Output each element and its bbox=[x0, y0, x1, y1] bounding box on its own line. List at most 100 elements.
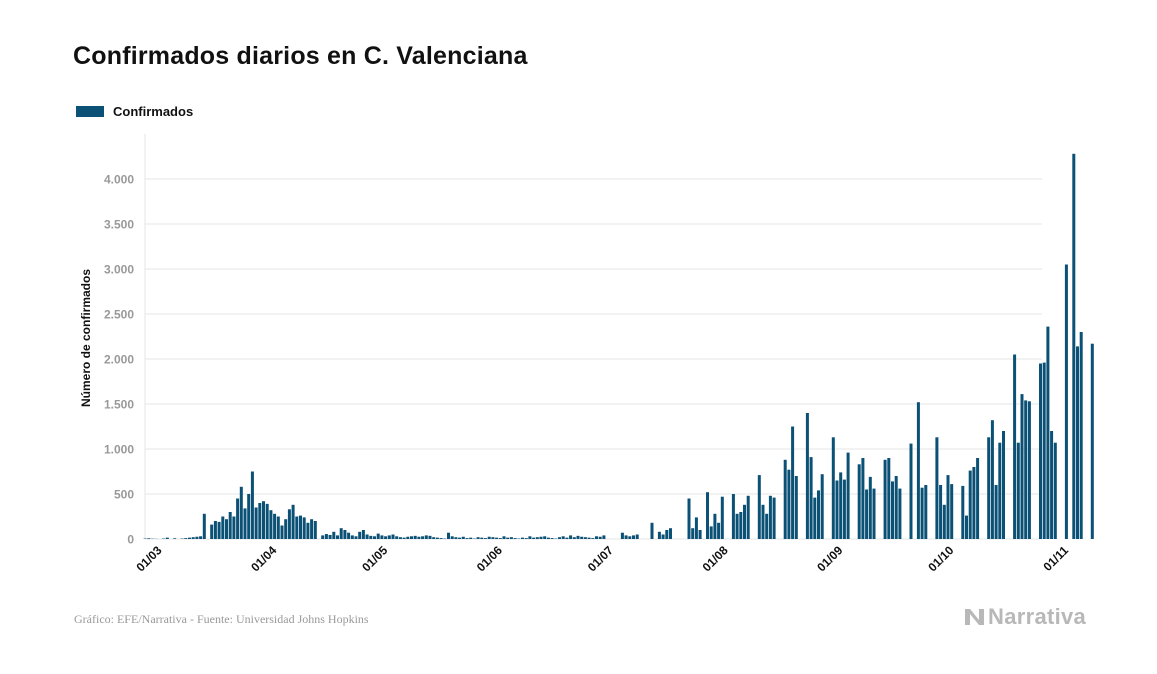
bar bbox=[232, 516, 236, 539]
bar bbox=[891, 481, 894, 539]
bar bbox=[865, 489, 869, 539]
bar bbox=[302, 517, 306, 539]
bar bbox=[987, 437, 991, 539]
bar bbox=[236, 498, 240, 539]
bar bbox=[572, 537, 576, 539]
bar bbox=[1064, 264, 1068, 539]
brand-name: Narrativa bbox=[988, 604, 1087, 629]
bar bbox=[924, 485, 928, 539]
bar bbox=[1039, 363, 1042, 539]
bar bbox=[1024, 400, 1028, 539]
bar bbox=[976, 458, 980, 539]
bar bbox=[528, 536, 532, 539]
bar bbox=[410, 536, 413, 539]
chart-title: Confirmados diarios en C. Valenciana bbox=[73, 42, 528, 70]
bar bbox=[735, 513, 739, 539]
bar bbox=[324, 534, 328, 539]
bar bbox=[487, 536, 491, 539]
source-note: Gráfico: EFE/Narrativa - Fuente: Univers… bbox=[74, 612, 369, 626]
bar bbox=[269, 510, 273, 539]
bar bbox=[295, 516, 299, 539]
bar bbox=[632, 535, 635, 539]
bar bbox=[532, 537, 536, 539]
y-tick-label: 4.000 bbox=[104, 173, 134, 187]
y-tick-label: 2.500 bbox=[104, 308, 134, 322]
bar bbox=[221, 516, 225, 539]
bar bbox=[709, 526, 713, 539]
bar bbox=[820, 474, 824, 539]
x-tick-label: 01/06 bbox=[474, 543, 505, 574]
bar bbox=[476, 537, 480, 539]
bar bbox=[243, 508, 247, 539]
bar bbox=[539, 536, 543, 539]
bar bbox=[273, 513, 277, 539]
bar bbox=[402, 537, 406, 539]
bar bbox=[772, 497, 776, 539]
bar bbox=[365, 534, 369, 539]
bar bbox=[761, 504, 765, 539]
bar bbox=[428, 535, 432, 539]
bar bbox=[768, 495, 772, 539]
bar bbox=[946, 475, 950, 539]
x-tick-labels: 01/03 01/04 01/05 01/06 01/07 01/08 01/09 01/10… bbox=[133, 543, 1071, 574]
bar bbox=[661, 534, 665, 539]
bar bbox=[339, 528, 343, 539]
x-tick-label: 01/11 bbox=[1040, 543, 1071, 574]
bar bbox=[391, 534, 395, 539]
bar bbox=[276, 516, 280, 539]
bar bbox=[398, 537, 402, 539]
bar bbox=[691, 528, 695, 539]
bar bbox=[369, 535, 373, 539]
bar bbox=[569, 535, 573, 539]
bar bbox=[332, 531, 336, 539]
bar bbox=[387, 535, 391, 539]
bar bbox=[321, 535, 325, 539]
bar bbox=[561, 536, 565, 539]
bar bbox=[550, 538, 554, 539]
bar bbox=[998, 442, 1002, 539]
bar bbox=[950, 484, 954, 539]
bar bbox=[239, 486, 243, 539]
y-tick-label: 3.000 bbox=[104, 263, 134, 277]
bar bbox=[576, 535, 580, 539]
bar bbox=[250, 471, 254, 539]
bar bbox=[942, 504, 946, 539]
bar bbox=[354, 536, 358, 539]
legend-label: Confirmados bbox=[113, 104, 194, 119]
bar bbox=[657, 531, 661, 539]
bar bbox=[602, 535, 606, 539]
x-tick-label: 01/03 bbox=[133, 543, 164, 574]
bar bbox=[813, 497, 817, 539]
bar bbox=[262, 501, 265, 539]
bar bbox=[546, 537, 550, 539]
bar bbox=[794, 476, 798, 539]
bar bbox=[287, 509, 291, 539]
bar bbox=[1053, 442, 1057, 539]
bar bbox=[920, 487, 924, 539]
bar bbox=[173, 538, 177, 539]
x-tick-label: 01/10 bbox=[925, 543, 956, 574]
bar bbox=[746, 495, 750, 539]
bar bbox=[217, 521, 221, 539]
y-tick-label: 0 bbox=[127, 533, 134, 547]
legend: Confirmados bbox=[76, 104, 193, 119]
bar bbox=[787, 469, 791, 539]
bar bbox=[968, 470, 972, 539]
bar bbox=[587, 537, 591, 539]
bar bbox=[842, 479, 846, 539]
bar bbox=[783, 459, 787, 539]
bar bbox=[509, 537, 513, 539]
bar bbox=[1016, 442, 1020, 539]
bar bbox=[1076, 346, 1079, 539]
bar bbox=[421, 536, 425, 539]
bar bbox=[495, 537, 499, 539]
x-tick-label: 01/04 bbox=[248, 543, 279, 574]
bar bbox=[861, 458, 865, 539]
bar bbox=[413, 535, 417, 539]
bar bbox=[916, 402, 920, 539]
bar bbox=[717, 522, 721, 539]
y-tick-labels: 0 500 1.000 1.500 2.000 2.500 3.000 3.500 4.000 bbox=[104, 173, 134, 547]
bar bbox=[805, 413, 809, 539]
bar bbox=[350, 535, 354, 539]
